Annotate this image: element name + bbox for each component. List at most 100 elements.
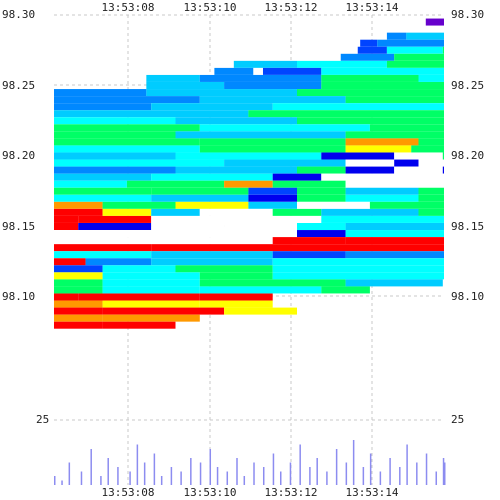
- heatmap-cell: [54, 223, 79, 230]
- volume-bar: [117, 467, 119, 485]
- volume-bar: [309, 467, 311, 485]
- heatmap-cell: [78, 293, 200, 301]
- heatmap-cell: [102, 272, 200, 280]
- volume-bar: [107, 458, 109, 485]
- heatmap-cell: [357, 46, 387, 54]
- heatmap-cell: [442, 46, 444, 54]
- volume-bar: [199, 462, 202, 485]
- x-tick-label-top: 13:53:12: [265, 1, 318, 14]
- heatmap-cell: [102, 208, 152, 216]
- heatmap-cell: [394, 53, 444, 61]
- heatmap-cell: [102, 314, 200, 322]
- heatmap-cell: [175, 117, 297, 125]
- heatmap-cell: [224, 180, 273, 188]
- heatmap-cell: [199, 300, 273, 308]
- heatmap-cell: [151, 251, 273, 259]
- volume-bar: [160, 476, 163, 485]
- heatmap-cell: [151, 208, 200, 216]
- heatmap-cell: [386, 46, 443, 54]
- heatmap-cell: [54, 321, 103, 329]
- volume-bar: [399, 467, 401, 485]
- y-tick-label-right: 98.15: [451, 220, 484, 233]
- y-tick-label-left: 98.10: [2, 290, 35, 303]
- heatmap-cell: [151, 258, 273, 266]
- heatmap-cell: [54, 166, 176, 174]
- heatmap-cell: [394, 166, 443, 174]
- volume-bar: [153, 453, 156, 485]
- x-tick-label-bottom: 13:53:14: [346, 486, 399, 499]
- heatmap-cell: [199, 293, 273, 301]
- volume-bar: [243, 476, 246, 485]
- volume-bar: [289, 462, 292, 485]
- heatmap-cell: [54, 230, 152, 238]
- heatmap-cell: [151, 173, 273, 181]
- heatmap-cell: [297, 194, 346, 202]
- heatmap-cell: [406, 32, 444, 40]
- heatmap-cell: [345, 279, 443, 287]
- heatmap-cell: [54, 117, 176, 125]
- heatmap-cell: [54, 251, 152, 259]
- volume-bar: [100, 476, 102, 485]
- volume-bar: [90, 449, 92, 485]
- heatmap-cell: [297, 117, 444, 125]
- heatmap-cell: [248, 110, 444, 118]
- heatmap-cell: [85, 258, 152, 266]
- heatmap-cell: [418, 208, 444, 216]
- heatmap-cell: [54, 307, 103, 315]
- heatmap-cell: [54, 103, 152, 111]
- volume-bar: [216, 467, 219, 485]
- heatmap-cell: [360, 39, 378, 47]
- heatmap-cell: [321, 173, 444, 181]
- heatmap-cell: [54, 110, 249, 118]
- volume-bars: [54, 440, 446, 485]
- volume-bar: [442, 458, 445, 485]
- heatmap-cell: [54, 124, 200, 132]
- y-axis-left: 98.30 98.25 98.20 98.15 98.10 25: [2, 8, 49, 426]
- heatmap-cell: [272, 208, 322, 216]
- x-tick-label-top: 13:53:10: [184, 1, 237, 14]
- heatmap-cell: [102, 307, 225, 315]
- heatmap-cell: [54, 138, 200, 146]
- volume-bar: [362, 467, 365, 485]
- heatmap-cell: [386, 32, 407, 40]
- heatmap-cell: [297, 166, 346, 174]
- heatmap-cell: [297, 223, 346, 230]
- heatmap-cell: [272, 173, 322, 181]
- heatmap-cell: [442, 152, 444, 160]
- y-tick-label-left: 98.20: [2, 149, 35, 162]
- heatmap-cell: [345, 138, 419, 146]
- volume-bar: [389, 458, 391, 485]
- volume-bar: [262, 467, 265, 485]
- heatmap-cell: [321, 215, 444, 223]
- heatmap-cell: [199, 272, 273, 280]
- x-tick-label-top: 13:53:08: [102, 1, 155, 14]
- heatmap-cell: [272, 237, 346, 245]
- heatmap-cell: [102, 300, 200, 308]
- volume-bar: [335, 449, 338, 485]
- y-tick-label-right: 98.20: [451, 149, 484, 162]
- y-tick-label-right: 98.25: [451, 79, 484, 92]
- heatmap-cell: [54, 279, 103, 287]
- heatmap-cell: [224, 82, 322, 89]
- heatmap-cell: [272, 258, 444, 266]
- heatmap-cell: [102, 237, 200, 245]
- heatmap-cell: [78, 215, 152, 223]
- volume-bar: [80, 471, 83, 485]
- x-axis-top: 13:53:08 13:53:10 13:53:12 13:53:14: [102, 1, 399, 14]
- heatmap-cell: [151, 230, 225, 238]
- heatmap-cell: [418, 74, 444, 82]
- heatmap-cell: [151, 223, 225, 230]
- heatmap-cell: [418, 194, 444, 202]
- heatmap-cell: [345, 237, 444, 245]
- heatmap-cell: [272, 103, 444, 111]
- volume-bar: [352, 440, 355, 485]
- volume-bar: [416, 462, 418, 485]
- volume-bar: [61, 480, 63, 485]
- heatmap-cell: [175, 201, 249, 209]
- heatmap-cell: [345, 194, 419, 202]
- heatmap-cell: [54, 237, 103, 245]
- heatmap-cell: [151, 215, 200, 223]
- heatmap-cells: [54, 18, 444, 329]
- heatmap-cell: [54, 215, 79, 223]
